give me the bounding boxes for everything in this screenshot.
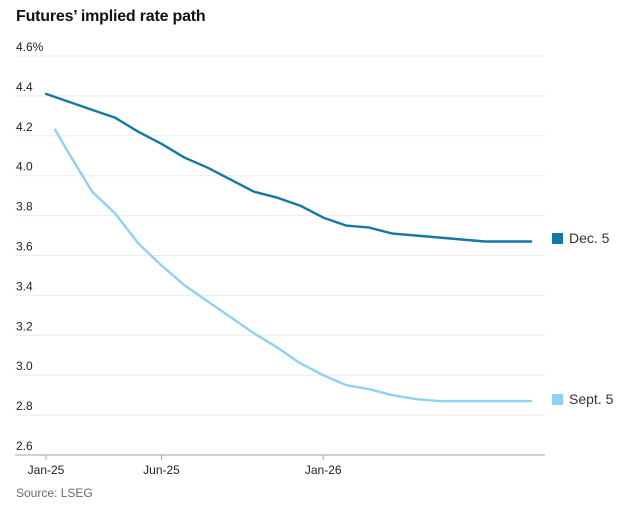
y-tick-label: 4.4 xyxy=(16,80,33,94)
x-tick-label: Jun-25 xyxy=(143,463,180,477)
x-tick-label: Jan-25 xyxy=(28,463,65,477)
legend-swatch-sept-5 xyxy=(552,393,563,405)
chart-title: Futures’ implied rate path xyxy=(16,8,206,25)
y-tick-label: 2.6 xyxy=(16,439,33,453)
y-tick-label: 3.6 xyxy=(16,240,33,254)
y-tick-label: 3.0 xyxy=(16,359,33,373)
legend-item-sept-5: Sept. 5 xyxy=(552,391,613,407)
legend-label-dec-5: Dec. 5 xyxy=(569,230,610,246)
y-tick-label: 3.2 xyxy=(16,319,33,333)
y-tick-label: 3.4 xyxy=(16,279,33,293)
legend-swatch-dec-5 xyxy=(552,232,563,244)
x-tick-label: Jan-26 xyxy=(305,463,342,477)
source-note: Source: LSEG xyxy=(16,486,93,500)
series-line-dec-5 xyxy=(44,92,533,243)
y-tick-label: 3.8 xyxy=(16,200,33,214)
legend-label-sept-5: Sept. 5 xyxy=(569,391,614,407)
y-tick-label: 2.8 xyxy=(16,399,33,413)
y-tick-label: 4.6% xyxy=(16,40,44,54)
series-line-sept-5 xyxy=(54,128,533,403)
y-tick-label: 4.2 xyxy=(16,120,33,134)
y-tick-label: 4.0 xyxy=(16,160,33,174)
legend-item-dec-5: Dec. 5 xyxy=(552,230,609,246)
